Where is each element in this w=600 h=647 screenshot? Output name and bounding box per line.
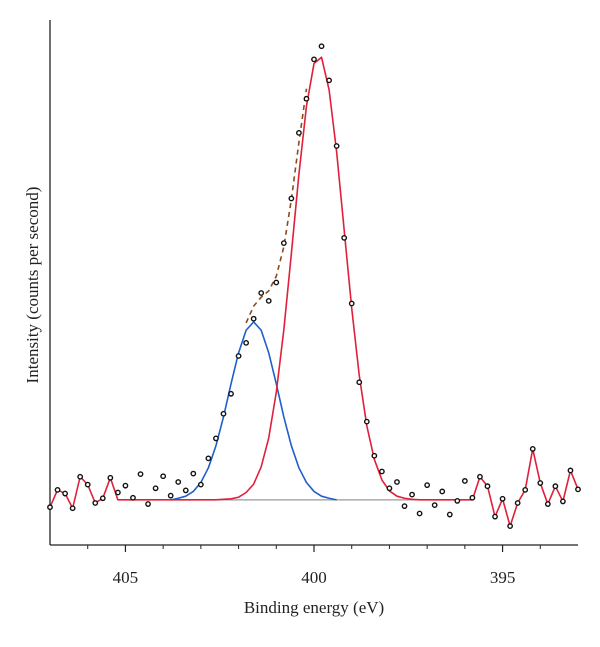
data-point (371, 452, 378, 459)
data-point (575, 486, 581, 493)
data-point (560, 498, 566, 505)
x-axis-label: Binding energy (eV) (244, 598, 384, 617)
x-tick-label: 405 (113, 568, 139, 587)
data-point (69, 505, 76, 512)
data-point (167, 492, 174, 499)
x-tick-label: 400 (301, 568, 327, 587)
data-point (544, 501, 551, 507)
data-point (160, 473, 167, 480)
data-point (92, 500, 99, 506)
data-point (424, 482, 431, 489)
data-point (190, 470, 197, 477)
data-point (507, 523, 514, 529)
data-point (311, 56, 317, 63)
data-point (537, 480, 544, 486)
data-point (182, 487, 189, 494)
data-point (378, 468, 385, 475)
data-point (333, 143, 340, 149)
data-point (205, 455, 212, 462)
data-point (348, 300, 355, 307)
series-line (245, 88, 308, 324)
data-point (265, 297, 272, 304)
data-point (477, 473, 483, 480)
data-point (522, 486, 529, 493)
data-point (296, 129, 302, 136)
x-tick-label: 395 (490, 568, 516, 587)
data-point (77, 473, 84, 480)
data-point (250, 315, 257, 322)
data-point (54, 486, 61, 493)
data-point (122, 482, 129, 489)
series-line (49, 56, 579, 527)
data-point (431, 502, 438, 508)
data-point (175, 479, 182, 485)
data-point (341, 234, 348, 241)
data-point (99, 495, 106, 502)
data-point (386, 485, 393, 492)
data-point (213, 435, 219, 442)
data-point (220, 410, 227, 417)
data-point (567, 467, 574, 474)
data-point (439, 488, 446, 495)
data-point (454, 497, 461, 504)
data-point (84, 481, 91, 488)
data-point (529, 446, 536, 452)
data-point (114, 489, 121, 496)
data-point (469, 494, 476, 501)
data-point (552, 483, 559, 490)
data-point (394, 479, 400, 485)
data-point (492, 513, 498, 520)
data-point (235, 353, 242, 359)
data-point (356, 379, 363, 386)
data-point (145, 501, 151, 507)
data-point (258, 290, 265, 296)
data-point (47, 504, 53, 511)
data-point (228, 390, 234, 397)
data-point (514, 500, 521, 506)
data-point (288, 195, 295, 202)
data-point (243, 339, 250, 346)
data-point (107, 474, 114, 481)
data-point (446, 511, 453, 518)
data-point (409, 491, 415, 498)
data-point (461, 478, 468, 484)
y-axis-label: Intensity (counts per second) (23, 187, 42, 384)
data-point (273, 279, 280, 286)
data-point (499, 495, 506, 502)
data-point (303, 95, 310, 102)
data-point (416, 510, 423, 517)
data-point (62, 490, 68, 497)
data-point (363, 418, 370, 425)
data-point (484, 483, 491, 490)
data-point (280, 240, 287, 247)
data-point (197, 481, 204, 488)
data-point (137, 471, 144, 478)
data-point (326, 77, 332, 84)
data-point (130, 494, 136, 501)
data-point (152, 485, 159, 492)
data-point (318, 43, 325, 50)
data-point (401, 503, 408, 510)
